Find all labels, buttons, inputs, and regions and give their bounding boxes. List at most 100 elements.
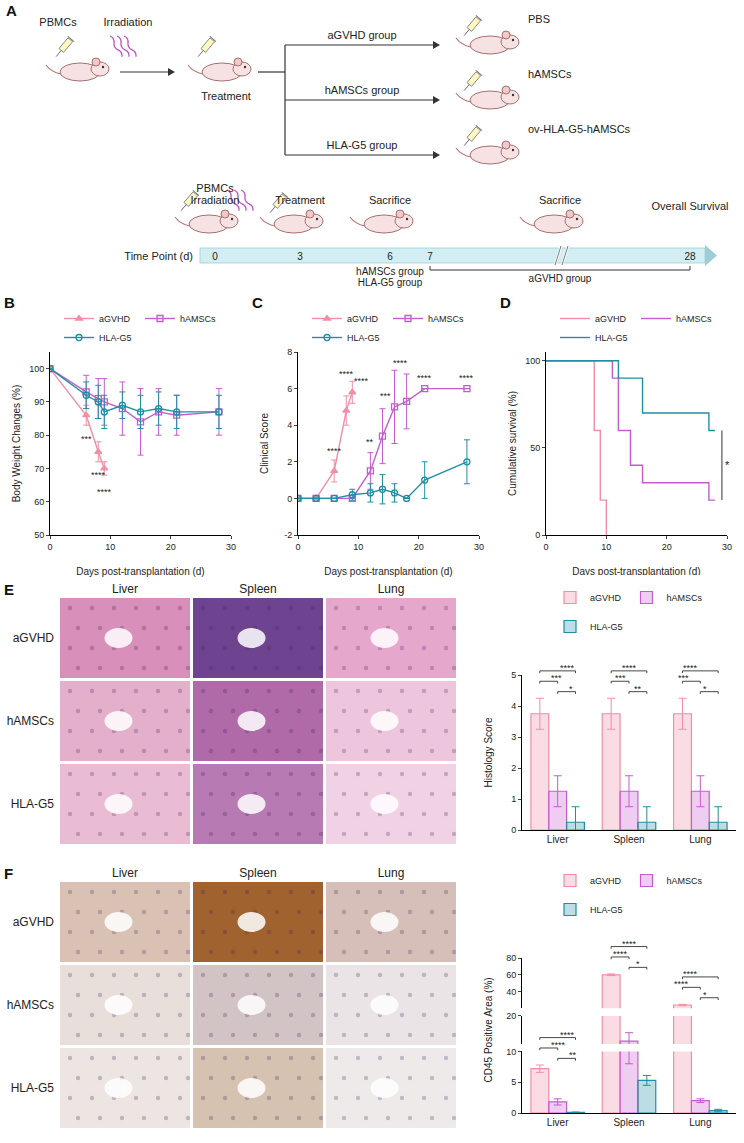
svg-text:hAMSCs: hAMSCs (7, 998, 54, 1012)
svg-text:aGVHD: aGVHD (13, 915, 55, 929)
svg-text:5: 5 (511, 670, 516, 680)
svg-text:Sacrifice: Sacrifice (539, 194, 581, 206)
svg-text:28: 28 (684, 251, 696, 262)
svg-text:40: 40 (506, 987, 516, 997)
svg-text:Sacrifice: Sacrifice (369, 194, 411, 206)
svg-text:****: **** (327, 446, 342, 456)
svg-text:Days post-transplantation (d): Days post-transplantation (d) (572, 566, 700, 577)
svg-text:****: **** (417, 373, 432, 383)
svg-text:aGVHD group: aGVHD group (529, 273, 592, 284)
svg-text:****: **** (551, 1040, 566, 1050)
svg-text:PBMCs: PBMCs (39, 16, 77, 28)
svg-text:Lung: Lung (378, 582, 405, 596)
svg-text:60: 60 (34, 497, 44, 507)
svg-text:HLA-G5: HLA-G5 (11, 1081, 55, 1095)
svg-text:60: 60 (506, 970, 516, 980)
svg-text:Days post-transplantation (d): Days post-transplantation (d) (324, 566, 452, 577)
svg-text:7: 7 (427, 251, 433, 262)
svg-text:E: E (4, 581, 14, 598)
svg-text:aGVHD group: aGVHD group (327, 29, 396, 41)
svg-text:20: 20 (506, 1011, 516, 1021)
svg-text:Days post-transplantation (d): Days post-transplantation (d) (76, 566, 204, 577)
svg-text:*: * (703, 684, 707, 694)
svg-text:Liver: Liver (547, 834, 569, 845)
svg-text:****: **** (393, 358, 408, 368)
svg-text:****: **** (354, 376, 369, 386)
svg-text:Cumulative survival (%): Cumulative survival (%) (507, 391, 518, 496)
svg-text:0: 0 (212, 251, 218, 262)
svg-text:Lung: Lung (378, 866, 405, 880)
svg-text:Lung: Lung (689, 834, 711, 845)
svg-text:Irradiation: Irradiation (104, 16, 153, 28)
svg-text:Clinical Score: Clinical Score (259, 412, 270, 474)
svg-text:hAMSCs: hAMSCs (676, 314, 712, 324)
svg-text:PBMCs: PBMCs (196, 182, 234, 194)
svg-text:10: 10 (105, 542, 115, 552)
svg-text:-2: -2 (284, 530, 292, 540)
svg-text:Body Weight Changes (%): Body Weight Changes (%) (11, 385, 22, 503)
svg-text:HLA-G5: HLA-G5 (11, 797, 55, 811)
svg-text:Irradiation: Irradiation (191, 194, 240, 206)
svg-text:hAMSCs group: hAMSCs group (356, 266, 424, 277)
svg-text:Liver: Liver (547, 1117, 569, 1128)
svg-text:****: **** (613, 949, 628, 959)
svg-text:30: 30 (474, 542, 484, 552)
svg-text:Time Point (d): Time Point (d) (124, 250, 193, 262)
svg-text:*: * (636, 959, 640, 969)
svg-text:****: **** (674, 979, 689, 989)
svg-text:hAMSCs: hAMSCs (180, 314, 216, 324)
svg-text:****: **** (91, 470, 106, 480)
svg-text:8: 8 (287, 347, 292, 357)
svg-text:6: 6 (287, 384, 292, 394)
svg-text:80: 80 (506, 953, 516, 963)
svg-text:20: 20 (662, 542, 672, 552)
svg-text:Spleen: Spleen (239, 866, 276, 880)
svg-text:****: **** (560, 1030, 575, 1040)
svg-text:aGVHD: aGVHD (13, 631, 55, 645)
svg-text:***: *** (615, 673, 626, 683)
svg-text:***: *** (678, 673, 689, 683)
svg-text:PBS: PBS (528, 13, 550, 25)
svg-text:hAMSCs: hAMSCs (7, 714, 54, 728)
svg-text:hAMSCs: hAMSCs (428, 314, 464, 324)
svg-text:Histology Score: Histology Score (483, 717, 494, 787)
svg-text:****: **** (683, 969, 698, 979)
svg-text:hAMSCs: hAMSCs (667, 876, 703, 886)
svg-text:***: *** (380, 391, 391, 401)
svg-text:50: 50 (530, 443, 540, 453)
svg-text:0: 0 (535, 530, 540, 540)
svg-text:HLA-G5: HLA-G5 (347, 333, 380, 343)
svg-text:ov-HLA-G5-hAMSCs: ov-HLA-G5-hAMSCs (528, 123, 631, 135)
svg-text:****: **** (560, 663, 575, 673)
svg-text:0: 0 (511, 1108, 516, 1118)
svg-text:6: 6 (387, 251, 393, 262)
svg-text:***: *** (81, 434, 92, 444)
svg-text:*: * (725, 459, 730, 471)
svg-text:50: 50 (34, 530, 44, 540)
svg-text:***: *** (551, 673, 562, 683)
svg-text:Treatment: Treatment (275, 194, 325, 206)
svg-text:aGVHD: aGVHD (590, 593, 622, 603)
svg-text:3: 3 (511, 732, 516, 742)
svg-text:2: 2 (287, 457, 292, 467)
svg-text:0: 0 (543, 542, 548, 552)
svg-text:HLA-G5: HLA-G5 (595, 333, 628, 343)
svg-text:80: 80 (34, 430, 44, 440)
svg-text:****: **** (622, 663, 637, 673)
svg-text:5: 5 (511, 1077, 516, 1087)
svg-text:hAMSCs group: hAMSCs group (325, 84, 400, 96)
svg-text:HLA-G5: HLA-G5 (99, 333, 132, 343)
svg-text:Spleen: Spleen (613, 834, 644, 845)
svg-text:aGVHD: aGVHD (99, 314, 131, 324)
svg-text:0: 0 (47, 542, 52, 552)
svg-text:****: **** (459, 373, 474, 383)
svg-text:4: 4 (511, 701, 516, 711)
svg-text:aGVHD: aGVHD (595, 314, 627, 324)
svg-text:*: * (703, 990, 707, 1000)
svg-text:HLA-G5 group: HLA-G5 group (358, 277, 423, 288)
svg-text:A: A (6, 2, 17, 19)
svg-text:3: 3 (297, 251, 303, 262)
svg-text:****: **** (97, 487, 112, 497)
svg-text:0: 0 (287, 494, 292, 504)
svg-text:1: 1 (511, 794, 516, 804)
